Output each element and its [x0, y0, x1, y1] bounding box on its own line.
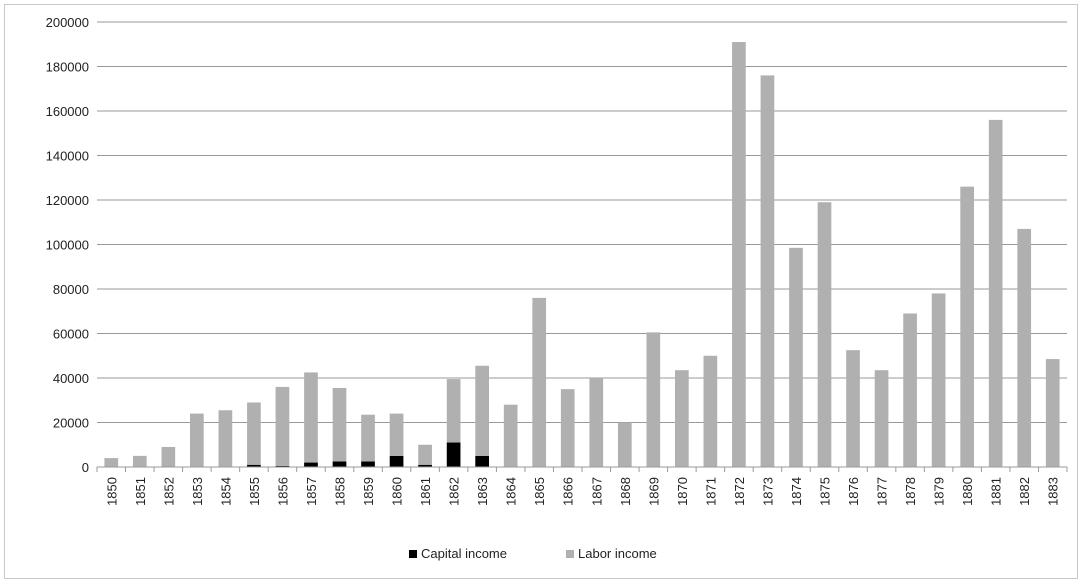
labor-income-bar-1882 — [1017, 228, 1032, 467]
x-tick-label: 1858 — [333, 477, 348, 506]
labor-income-bar-1857 — [304, 372, 318, 463]
x-tick-label: 1867 — [589, 477, 604, 506]
x-tick-label: 1879 — [932, 477, 947, 506]
labor-income-bar-1861 — [418, 444, 432, 465]
x-tick-label: 1871 — [703, 477, 718, 506]
labor-income-bar-1859 — [361, 414, 375, 462]
x-tick-label: 1869 — [646, 477, 661, 506]
labor-income-bar-1883 — [1045, 359, 1060, 467]
legend-swatch-capital — [409, 550, 417, 558]
labor-income-bar-1877 — [874, 370, 889, 467]
labor-income-bar-1858 — [332, 388, 347, 462]
x-tick-label: 1877 — [875, 477, 890, 506]
labor-income-bar-1862 — [446, 379, 461, 443]
x-tick-label: 1868 — [618, 477, 633, 506]
capital-income-bar-1855 — [247, 464, 261, 467]
labor-income-bar-1878 — [903, 313, 917, 467]
chart-frame: 0 20000 40000 60000 80000 100000 120000 140000 1… — [4, 4, 1078, 579]
x-tick-label: 1863 — [475, 477, 490, 506]
labor-income-bar-1868 — [617, 422, 632, 467]
x-tick-label: 1866 — [561, 477, 576, 506]
legend-label-capital: Capital income — [421, 546, 507, 561]
labor-income-bar-1851 — [132, 455, 147, 467]
labor-income-bar-1856 — [275, 386, 290, 466]
x-tick-label: 1851 — [133, 477, 148, 506]
x-tick-label: 1873 — [760, 477, 775, 506]
y-tick-label: 120000 — [46, 193, 89, 208]
x-tick-label: 1876 — [846, 477, 861, 506]
capital-income-bar-1857 — [304, 462, 318, 467]
labor-income-bar-1866 — [560, 389, 575, 467]
y-tick-label: 40000 — [53, 371, 89, 386]
x-tick-label: 1860 — [390, 477, 405, 506]
x-tick-label: 1880 — [960, 477, 975, 506]
labor-income-bar-1864 — [503, 404, 518, 467]
x-tick-label: 1853 — [190, 477, 205, 506]
y-tick-label: 160000 — [46, 104, 89, 119]
bars — [104, 42, 1060, 468]
y-tick-label: 20000 — [53, 416, 89, 431]
labor-income-bar-1875 — [817, 202, 832, 467]
x-tick-label: 1883 — [1046, 477, 1061, 506]
x-tick-label: 1855 — [247, 477, 262, 506]
x-tick-label: 1875 — [818, 477, 833, 506]
labor-income-bar-1854 — [218, 410, 233, 467]
labor-income-bar-1867 — [589, 378, 604, 467]
labor-income-bar-1869 — [646, 332, 661, 467]
labor-income-bar-1876 — [846, 350, 860, 467]
x-tick-label: 1881 — [989, 477, 1004, 506]
capital-income-bar-1856 — [275, 465, 290, 467]
y-tick-label: 140000 — [46, 149, 89, 164]
labor-income-bar-1880 — [960, 186, 974, 467]
x-tick-label: 1856 — [275, 477, 290, 506]
labor-income-bar-1872 — [732, 42, 746, 468]
labor-income-bar-1850 — [104, 458, 119, 467]
y-tick-label: 60000 — [53, 327, 89, 342]
labor-income-bar-1865 — [532, 297, 547, 467]
legend-swatch-labor — [566, 550, 574, 558]
x-tick-label: 1882 — [1017, 477, 1032, 506]
x-tick-label: 1870 — [675, 477, 690, 506]
labor-income-bar-1879 — [931, 293, 946, 467]
labor-income-bar-1871 — [703, 355, 718, 467]
labor-income-bar-1870 — [675, 370, 689, 467]
legend-label-labor: Labor income — [578, 546, 657, 561]
y-tick-label: 80000 — [53, 282, 89, 297]
labor-income-bar-1855 — [247, 402, 261, 465]
x-tick-label: 1850 — [104, 477, 119, 506]
stacked-bar-chart: 0 20000 40000 60000 80000 100000 120000 140000 1… — [46, 15, 1068, 561]
capital-income-bar-1860 — [389, 455, 404, 467]
capital-income-bar-1859 — [361, 461, 375, 467]
y-axis-ticks: 0 20000 40000 60000 80000 100000 120000 140000 1… — [46, 15, 89, 475]
labor-income-bar-1860 — [389, 413, 404, 456]
capital-income-bar-1858 — [332, 461, 347, 467]
labor-income-bar-1852 — [161, 446, 176, 467]
x-tick-label: 1872 — [732, 477, 747, 506]
x-tick-label: 1859 — [361, 477, 376, 506]
y-tick-label: 0 — [82, 460, 89, 475]
x-tick-label: 1852 — [161, 477, 176, 506]
gridlines — [97, 21, 1067, 423]
capital-income-bar-1863 — [475, 455, 489, 467]
labor-income-bar-1863 — [475, 365, 489, 456]
x-tick-label: 1865 — [532, 477, 547, 506]
x-tick-label: 1864 — [504, 477, 519, 506]
y-tick-label: 200000 — [46, 15, 89, 30]
capital-income-bar-1862 — [446, 442, 461, 467]
y-tick-label: 180000 — [46, 60, 89, 75]
legend: Capital income Labor income — [409, 546, 657, 561]
x-tick-label: 1854 — [218, 477, 233, 506]
labor-income-bar-1881 — [988, 119, 1003, 468]
labor-income-bar-1873 — [760, 75, 775, 468]
y-tick-label: 100000 — [46, 238, 89, 253]
x-tick-label: 1874 — [789, 477, 804, 506]
x-tick-label: 1861 — [418, 477, 433, 506]
x-tick-label: 1862 — [447, 477, 462, 506]
x-tick-label: 1857 — [304, 477, 319, 506]
x-tick-label: 1878 — [903, 477, 918, 506]
capital-income-bar-1861 — [418, 464, 432, 467]
x-axis-ticks: 1850 1851 1852 1853 1854 1855 1856 1857 1858 1859… — [96, 467, 1068, 506]
labor-income-bar-1853 — [190, 413, 204, 467]
labor-income-bar-1874 — [789, 247, 803, 467]
